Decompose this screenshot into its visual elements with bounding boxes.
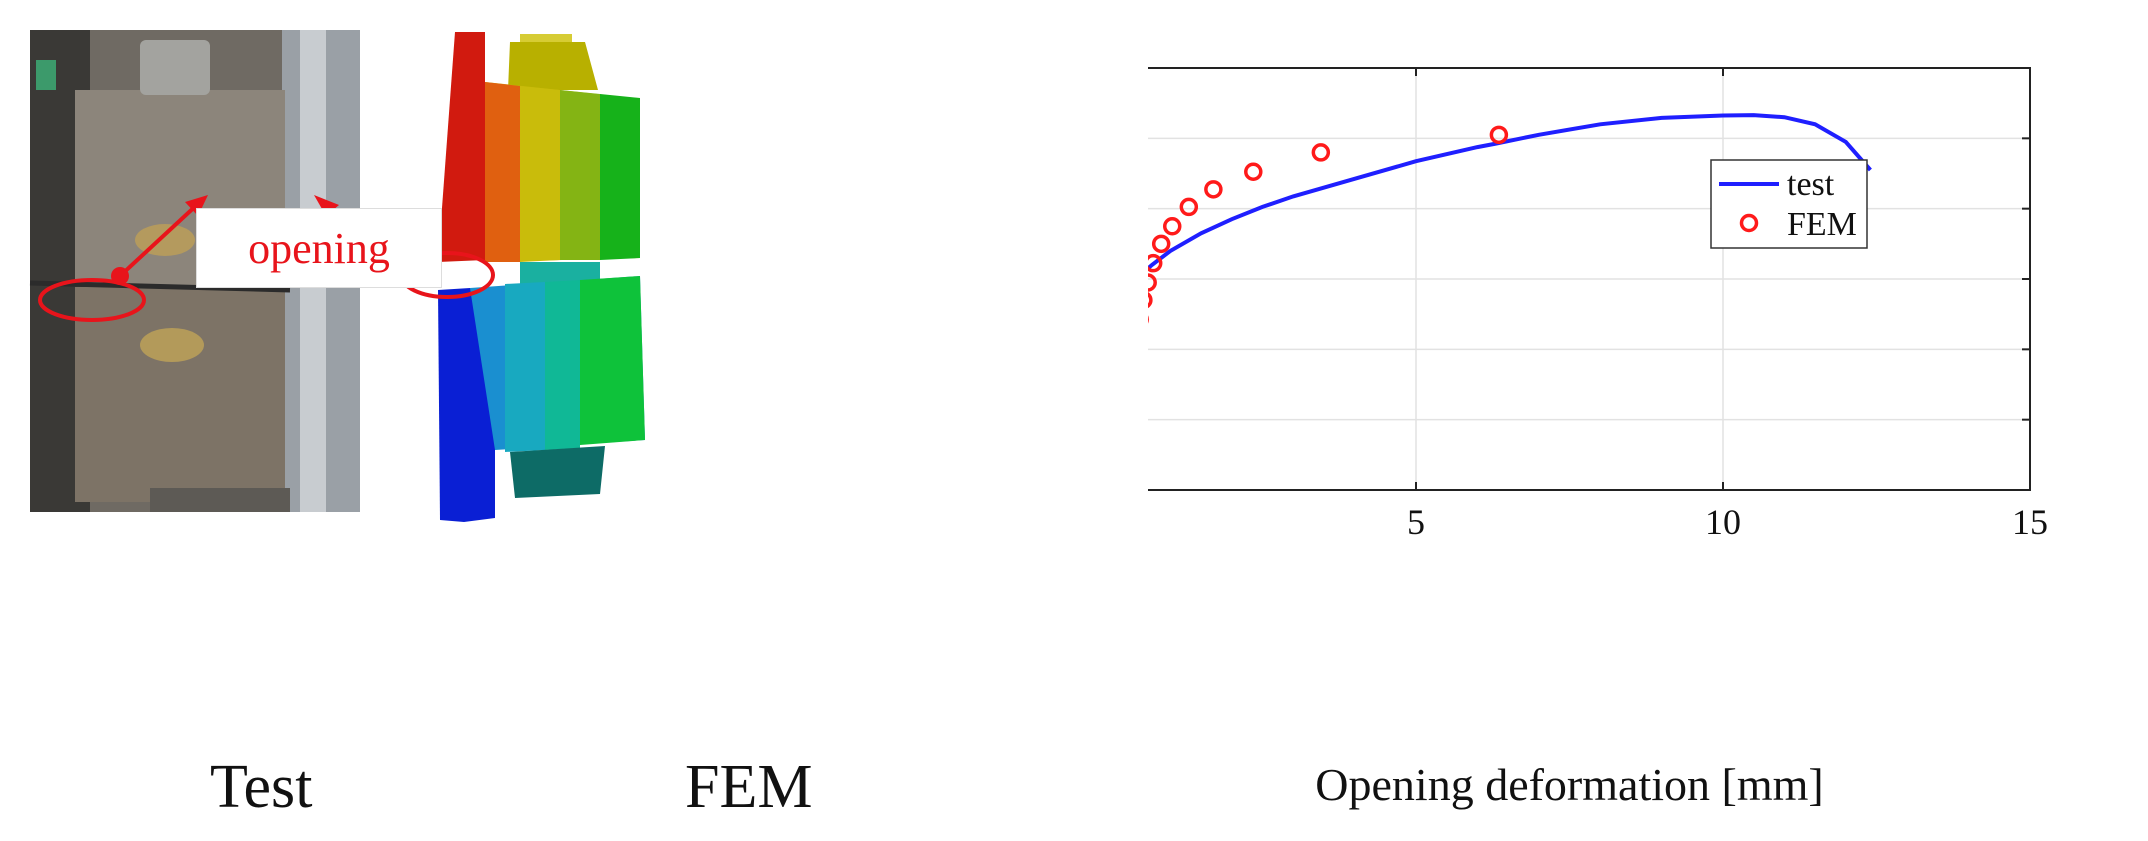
x-tick-label: 15 bbox=[2012, 502, 2048, 542]
test-photo bbox=[29, 30, 360, 512]
fem-point bbox=[1244, 162, 1263, 181]
fem-point bbox=[1148, 292, 1153, 309]
fem-point bbox=[1311, 143, 1331, 162]
force-deformation-chart: 051015020040060080010001200Opening defor… bbox=[1148, 67, 2048, 810]
x-tick-label: 10 bbox=[1705, 502, 1741, 542]
fem-point bbox=[1148, 273, 1157, 292]
legend-box bbox=[1710, 159, 1868, 249]
fem-point bbox=[1179, 197, 1199, 217]
fem-caption: FEM bbox=[685, 753, 813, 821]
x-tick-label: 5 bbox=[1407, 502, 1425, 542]
fem-point bbox=[1489, 125, 1509, 145]
fem-point bbox=[1204, 180, 1223, 199]
series-line-test bbox=[1148, 113, 1872, 271]
fem-model bbox=[438, 32, 645, 522]
fem-point bbox=[1148, 253, 1163, 273]
legend-swatch-fem bbox=[1739, 213, 1759, 233]
test-caption: Test bbox=[210, 753, 313, 821]
fem-point bbox=[1151, 234, 1171, 254]
legend-label-test: test bbox=[1787, 166, 1835, 203]
opening-label: opening bbox=[196, 208, 442, 288]
x-axis-label: Opening deformation [mm] bbox=[1315, 759, 1823, 810]
fem-point bbox=[1162, 217, 1182, 236]
test-and-fem-panels bbox=[29, 30, 645, 522]
legend-label-fem: FEM bbox=[1787, 206, 1857, 243]
